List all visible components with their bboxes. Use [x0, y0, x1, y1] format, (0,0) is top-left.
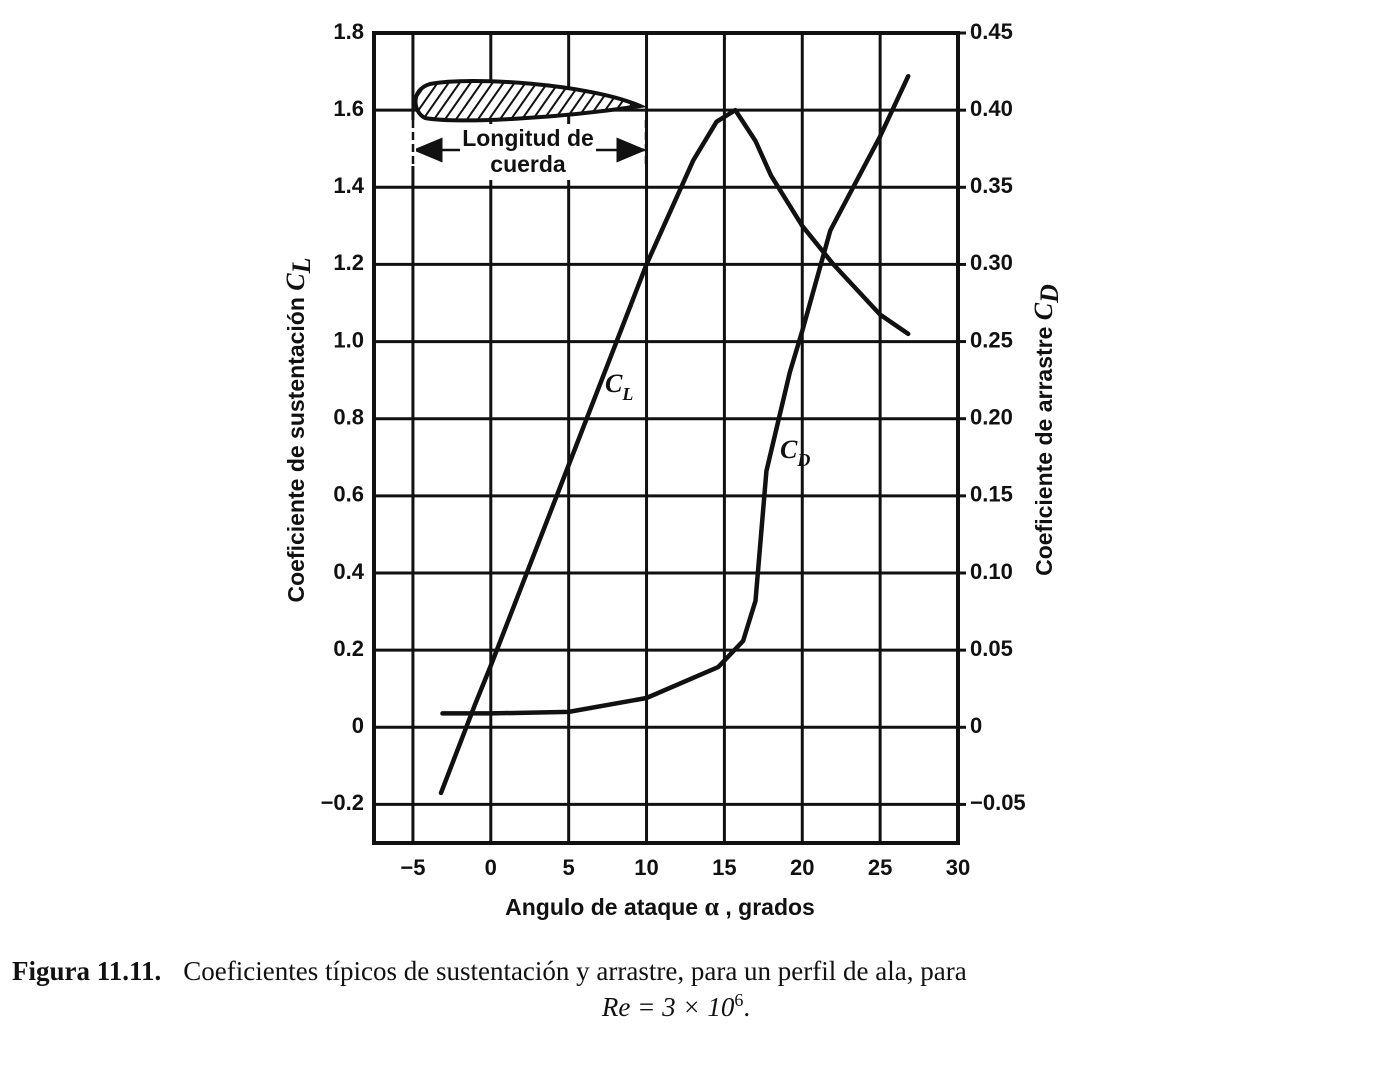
- x-axis-label: Angulo de ataque α , grados: [505, 892, 815, 921]
- y2-label-symbol: C: [1029, 302, 1058, 320]
- y2-label-text: Coeficiente de arrastre: [1031, 327, 1057, 576]
- y-label-text: Coeficiente de sustentación: [283, 297, 309, 602]
- x-tick-label: −5: [400, 855, 425, 880]
- chord-label: Longitud de: [462, 125, 594, 151]
- y-tick-label: 1.0: [333, 327, 364, 352]
- y2-tick-label: 0.25: [970, 327, 1013, 352]
- x-label-symbol: α: [704, 892, 719, 921]
- y2-tick-label: 0.40: [970, 96, 1013, 121]
- y-label-symbol: C: [281, 273, 310, 291]
- y-axis-label: Coeficiente de sustentación CL: [281, 257, 316, 602]
- y-tick-label: 0.2: [333, 636, 364, 661]
- caption-text: Coeficientes típicos de sustentación y a…: [183, 956, 966, 986]
- y2-tick-label: −0.05: [970, 790, 1026, 815]
- annotation-subscript: L: [621, 384, 633, 404]
- y-tick-label: 0.4: [333, 559, 364, 584]
- x-label-unit: , grados: [725, 894, 814, 920]
- plot-frame: [372, 31, 960, 845]
- y-tick-label: 0.6: [333, 482, 364, 507]
- y-tick-label: 0.8: [333, 405, 364, 430]
- y-tick-label: −0.2: [321, 790, 364, 815]
- y-tick-label: 1.2: [333, 250, 364, 275]
- caption-formula: Re = 3 × 106.: [601, 990, 750, 1022]
- y2-tick-label: 0.10: [970, 559, 1013, 584]
- x-label-text: Angulo de ataque: [505, 894, 698, 920]
- x-tick-label: 0: [485, 855, 497, 880]
- y-tick-label: 1.6: [333, 96, 364, 121]
- series-line: [438, 107, 911, 796]
- caption-exponent: 6: [734, 990, 743, 1010]
- y2-tick-label: 0.05: [970, 636, 1013, 661]
- x-tick-label: 5: [563, 855, 575, 880]
- x-tick-label: 25: [868, 855, 892, 880]
- x-tick-label: 10: [634, 855, 658, 880]
- annotation-symbol: C: [605, 369, 623, 398]
- y-tick-label: 1.8: [333, 19, 364, 44]
- x-tick-label: 30: [946, 855, 970, 880]
- x-tick-label: 15: [712, 855, 736, 880]
- annotation: CL: [605, 369, 633, 404]
- y-tick-label: 1.4: [333, 173, 364, 198]
- x-tick-label: 20: [790, 855, 814, 880]
- y2-label-subscript: D: [1035, 284, 1064, 304]
- y-tick-label: 0: [352, 713, 364, 738]
- chord-tick-bg: [410, 120, 416, 166]
- y2-tick-label: 0.15: [970, 482, 1013, 507]
- caption-end: .: [743, 992, 750, 1022]
- airfoil: [413, 78, 648, 123]
- caption: Figura 11.11. Coeficientes típicos de sus…: [12, 956, 967, 986]
- chord-label: cuerda: [490, 151, 566, 177]
- y-label-subscript: L: [287, 257, 316, 274]
- annotation: CD: [780, 435, 810, 470]
- y2-tick-label: 0.35: [970, 173, 1013, 198]
- series-line: [440, 73, 911, 716]
- chord-label-bg: [462, 124, 596, 180]
- caption-formula-text: Re = 3 × 10: [601, 992, 735, 1022]
- y2-tick-label: 0.20: [970, 405, 1013, 430]
- y2-axis-label: Coeficiente de arrastre CD: [1029, 284, 1064, 576]
- y2-tick-label: 0.45: [970, 19, 1013, 44]
- annotation-subscript: D: [796, 450, 810, 470]
- annotation-symbol: C: [780, 435, 798, 464]
- y2-tick-label: 0.30: [970, 250, 1013, 275]
- caption-label: Figura 11.11.: [12, 956, 161, 986]
- plot-area: −5 0 5 10 15 20 25 30 −0.2 0 0.2 0.4 0.6 0.8 1.0 1.2 1.4…: [321, 19, 1026, 880]
- y2-tick-label: 0: [970, 713, 982, 738]
